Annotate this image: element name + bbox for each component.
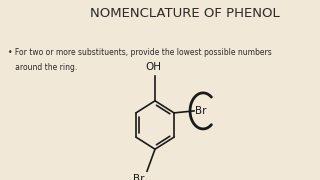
Text: NOMENCLATURE OF PHENOL: NOMENCLATURE OF PHENOL — [90, 7, 280, 20]
Text: • For two or more substituents, provide the lowest possible numbers: • For two or more substituents, provide … — [8, 48, 272, 57]
Text: around the ring.: around the ring. — [8, 63, 77, 72]
Text: Br: Br — [133, 174, 145, 180]
Text: OH: OH — [145, 62, 161, 72]
Text: Br: Br — [195, 106, 206, 116]
